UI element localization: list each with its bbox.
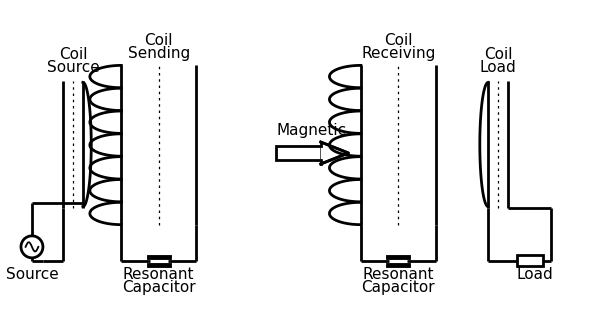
Text: Resonant: Resonant bbox=[123, 267, 194, 282]
FancyBboxPatch shape bbox=[517, 255, 543, 266]
Text: Coil: Coil bbox=[484, 47, 512, 62]
Text: Coil: Coil bbox=[59, 47, 87, 62]
Text: Magnetic: Magnetic bbox=[277, 123, 347, 138]
Text: Load: Load bbox=[517, 267, 553, 282]
Text: Capacitor: Capacitor bbox=[362, 280, 435, 295]
Text: Coil: Coil bbox=[145, 33, 173, 48]
Bar bbox=[275, 146, 321, 160]
Text: Resonant: Resonant bbox=[362, 267, 434, 282]
Text: Coil: Coil bbox=[384, 33, 413, 48]
Text: Source: Source bbox=[5, 267, 58, 282]
Text: Source: Source bbox=[47, 60, 99, 75]
Text: Receiving: Receiving bbox=[361, 46, 436, 61]
Text: Load: Load bbox=[480, 60, 517, 75]
Polygon shape bbox=[321, 142, 349, 164]
Text: Sending: Sending bbox=[128, 46, 190, 61]
Text: Capacitor: Capacitor bbox=[122, 280, 196, 295]
